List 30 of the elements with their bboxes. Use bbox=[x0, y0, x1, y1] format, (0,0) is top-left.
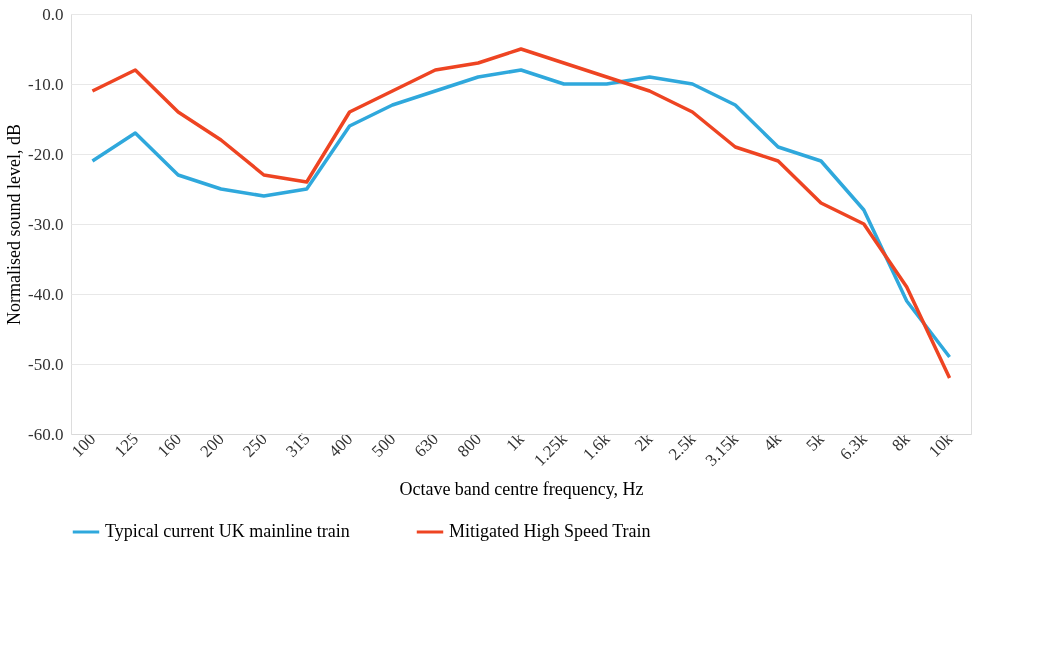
x-tick-label: 2k bbox=[630, 429, 657, 455]
x-tick-label: 630 bbox=[410, 429, 443, 461]
x-tick-label: 800 bbox=[453, 429, 486, 461]
y-tick-label: -30.0 bbox=[28, 214, 64, 234]
x-tick-label: 4k bbox=[759, 429, 786, 455]
x-axis-title: Octave band centre frequency, Hz bbox=[399, 479, 644, 500]
x-tick-label: 500 bbox=[367, 429, 400, 461]
x-tick-label: 8k bbox=[888, 429, 914, 455]
x-tick-label: 6.3k bbox=[836, 429, 872, 464]
y-tick-label: 0.0 bbox=[42, 4, 64, 24]
y-tick-label: -20.0 bbox=[28, 144, 64, 164]
y-tick-label: -10.0 bbox=[28, 74, 64, 94]
y-tick-label: -60.0 bbox=[28, 424, 64, 444]
x-tick-label: 250 bbox=[239, 429, 271, 461]
x-tick-label: 1.6k bbox=[579, 429, 614, 464]
y-axis-title: Normalised sound level, dB bbox=[4, 124, 25, 325]
x-tick-label: 200 bbox=[196, 429, 228, 461]
x-tick-label: 10k bbox=[924, 429, 957, 461]
x-tick-label: 160 bbox=[153, 429, 186, 461]
legend-label: Mitigated High Speed Train bbox=[449, 521, 651, 541]
y-tick-label: -50.0 bbox=[28, 354, 64, 374]
x-tick-label: 1k bbox=[502, 429, 529, 455]
x-tick-label: 315 bbox=[282, 429, 314, 461]
x-tick-label: 5k bbox=[802, 429, 829, 455]
x-tick-label: 100 bbox=[67, 429, 100, 461]
legend-label: Typical current UK mainline train bbox=[105, 521, 350, 541]
x-tick-label: 2.5k bbox=[664, 429, 700, 464]
x-tick-label: 125 bbox=[110, 429, 143, 461]
x-tick-label: 400 bbox=[324, 429, 357, 461]
y-tick-label: -40.0 bbox=[28, 284, 64, 304]
